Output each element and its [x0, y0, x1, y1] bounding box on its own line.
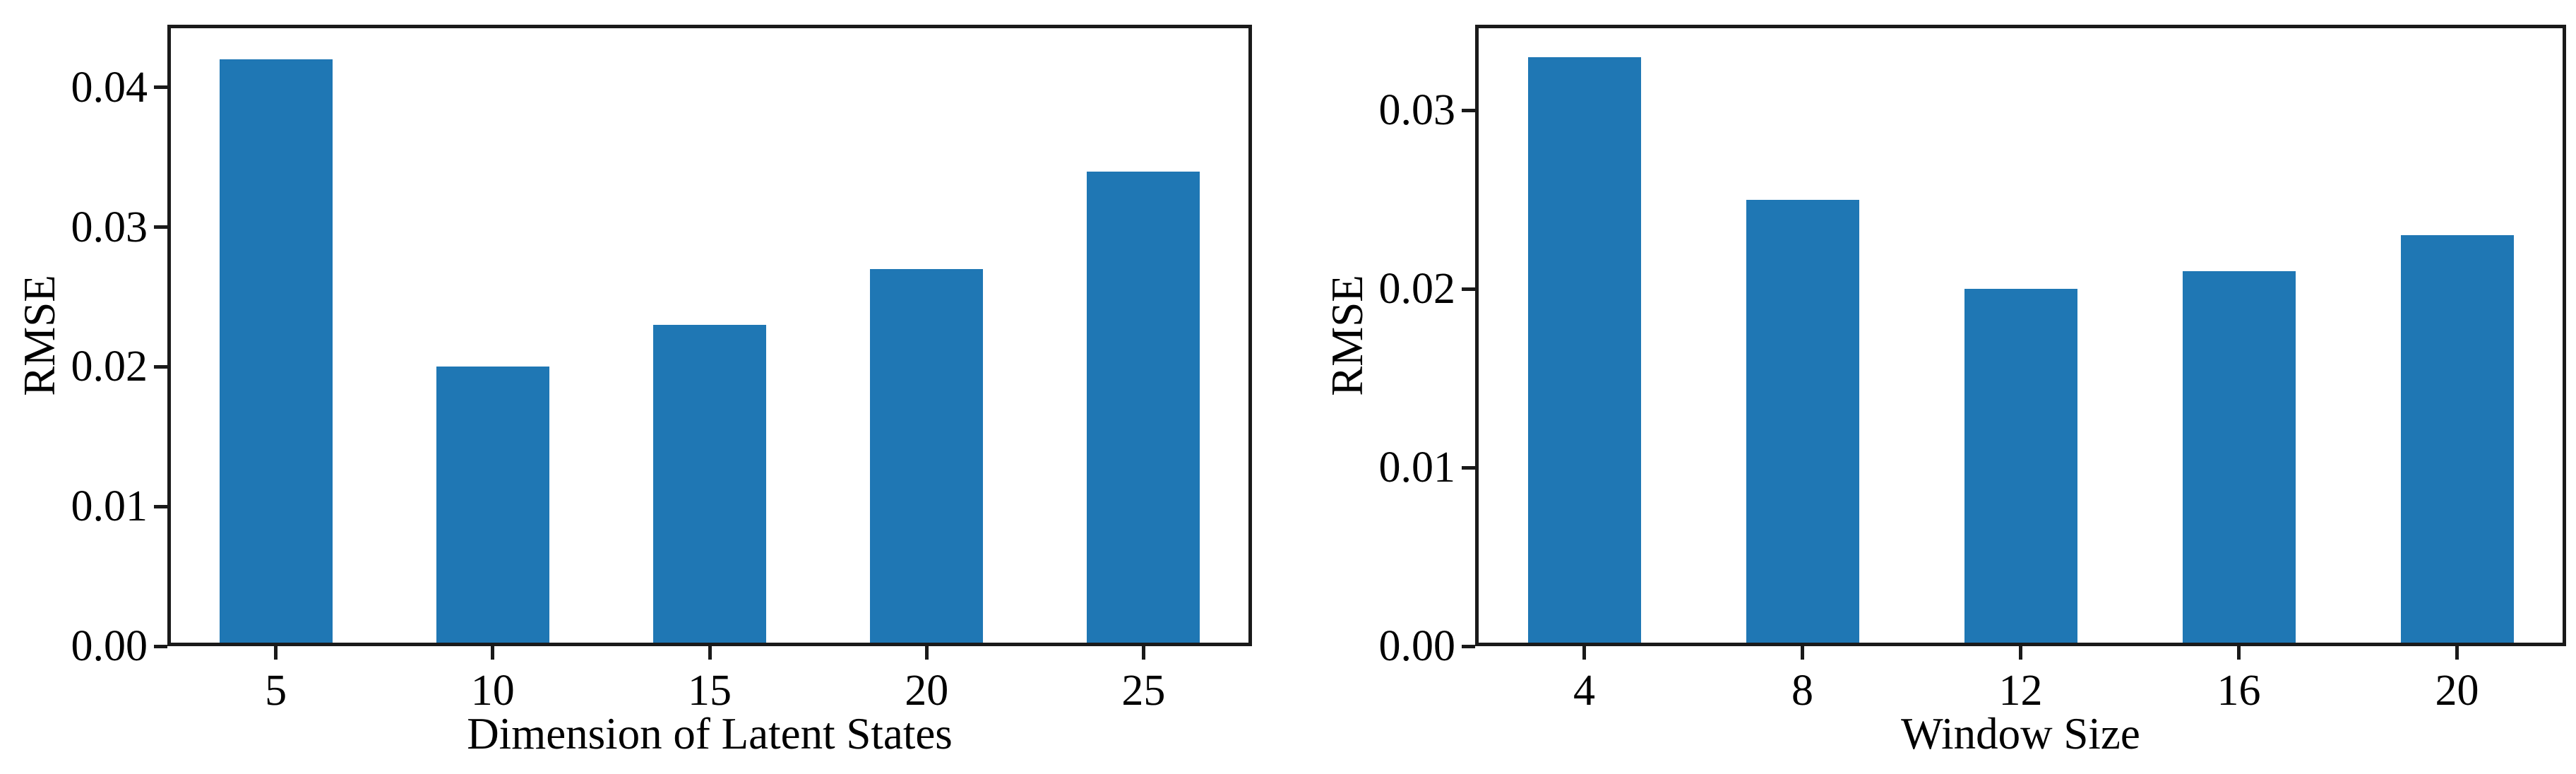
y-tick-label: 0.03: [1378, 86, 1456, 135]
x-tick-mark: [1801, 646, 1804, 660]
y-tick-mark: [154, 225, 167, 230]
y-tick-mark: [154, 85, 167, 90]
y-tick-label: 0.01: [1378, 443, 1456, 492]
y-tick-mark: [154, 644, 167, 648]
x-tick-label: 10: [470, 667, 515, 715]
y-tick-mark: [1462, 108, 1475, 112]
bar-5: [219, 59, 333, 643]
x-tick-label: 5: [265, 667, 287, 715]
y-tick-mark: [1462, 644, 1475, 648]
y-tick-label: 0.02: [1378, 265, 1456, 314]
x-tick-label: 8: [1791, 667, 1813, 715]
x-tick-mark: [1141, 646, 1145, 660]
x-tick-label: 20: [905, 667, 949, 715]
plot-area: [167, 25, 1252, 646]
x-tick-mark: [924, 646, 929, 660]
y-tick-label: 0.00: [71, 622, 148, 670]
x-tick-label: 20: [2435, 667, 2479, 715]
x-tick-mark: [491, 646, 495, 660]
y-tick-mark: [154, 504, 167, 508]
x-axis-label: Window Size: [1901, 709, 2140, 758]
x-tick-mark: [2237, 646, 2241, 660]
y-tick-label: 0.01: [71, 482, 148, 531]
bar-15: [653, 325, 766, 643]
x-tick-mark: [2455, 646, 2459, 660]
plot-area: [1475, 25, 2566, 646]
x-tick-mark: [708, 646, 712, 660]
y-tick-label: 0.02: [71, 343, 148, 391]
x-tick-mark: [1582, 646, 1586, 660]
y-tick-label: 0.03: [71, 203, 148, 251]
bar-16: [2182, 270, 2296, 643]
bar-10: [436, 367, 549, 643]
x-tick-label: 4: [1573, 667, 1595, 715]
bar-8: [1746, 199, 1859, 643]
y-tick-label: 0.04: [71, 63, 148, 112]
bar-12: [1964, 289, 2077, 643]
bar-20: [2400, 235, 2514, 643]
x-tick-mark: [2019, 646, 2022, 660]
x-tick-label: 15: [688, 667, 732, 715]
y-tick-label: 0.00: [1378, 622, 1456, 670]
x-tick-mark: [274, 646, 278, 660]
bar-25: [1087, 171, 1200, 643]
x-tick-label: 12: [1998, 667, 2043, 715]
x-tick-label: 16: [2217, 667, 2261, 715]
x-axis-label: Dimension of Latent States: [467, 709, 953, 758]
bar-4: [1527, 56, 1641, 643]
bar-20: [870, 269, 984, 643]
y-tick-mark: [1462, 465, 1475, 470]
y-tick-mark: [154, 364, 167, 369]
y-tick-mark: [1462, 287, 1475, 291]
x-tick-label: 25: [1121, 667, 1166, 715]
